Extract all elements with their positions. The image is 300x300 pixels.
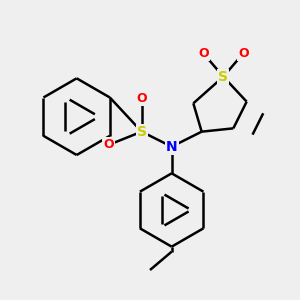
Text: O: O — [103, 139, 114, 152]
Text: O: O — [198, 47, 208, 60]
Text: O: O — [238, 47, 249, 60]
Text: O: O — [136, 92, 147, 105]
Text: S: S — [218, 70, 228, 84]
Text: S: S — [137, 125, 147, 139]
Text: N: N — [166, 140, 178, 154]
